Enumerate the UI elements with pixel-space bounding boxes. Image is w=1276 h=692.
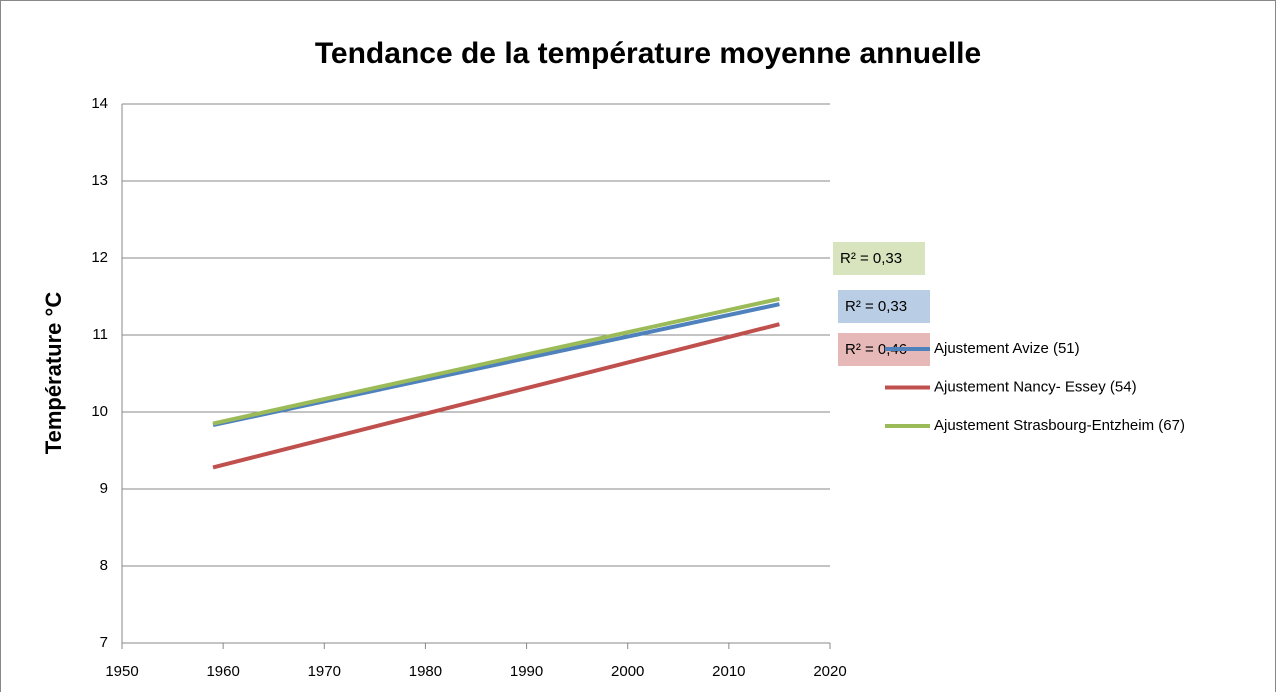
chart-title: Tendance de la température moyenne annue…: [315, 37, 981, 70]
x-tick-label: 2020: [813, 663, 846, 680]
legend-label: Ajustement Strasbourg-Entzheim (67): [934, 417, 1185, 434]
x-tick-label: 2010: [712, 663, 745, 680]
series-line: [212, 322, 780, 470]
y-tick-label: 10: [91, 403, 108, 420]
y-axis-label: Température °C: [41, 292, 66, 455]
x-tick-label: 1980: [409, 663, 442, 680]
y-tick-label: 11: [92, 326, 108, 343]
x-tick-label: 1970: [308, 663, 341, 680]
annotation: R² = 0,33: [840, 250, 902, 267]
series-line: [212, 296, 780, 426]
y-tick-label: 14: [91, 95, 108, 112]
x-tick-label: 1990: [510, 663, 543, 680]
y-tick-label: 8: [100, 557, 108, 574]
legend-label: Ajustement Nancy- Essey (54): [934, 378, 1137, 395]
x-tick-label: 1950: [105, 663, 138, 680]
y-tick-label: 13: [91, 172, 108, 189]
y-tick-label: 12: [91, 249, 108, 266]
x-tick-label: 2000: [611, 663, 644, 680]
series-line: [212, 302, 780, 428]
annotation: R² = 0,33: [845, 298, 907, 315]
y-tick-label: 7: [100, 634, 108, 651]
x-tick-label: 1960: [206, 663, 239, 680]
annotation-box: [833, 242, 925, 275]
annotation: R² = 0,46: [845, 341, 907, 358]
annotation-box: [838, 290, 930, 323]
legend-label: Ajustement Avize (51): [934, 340, 1080, 357]
y-tick-label: 9: [100, 480, 108, 497]
